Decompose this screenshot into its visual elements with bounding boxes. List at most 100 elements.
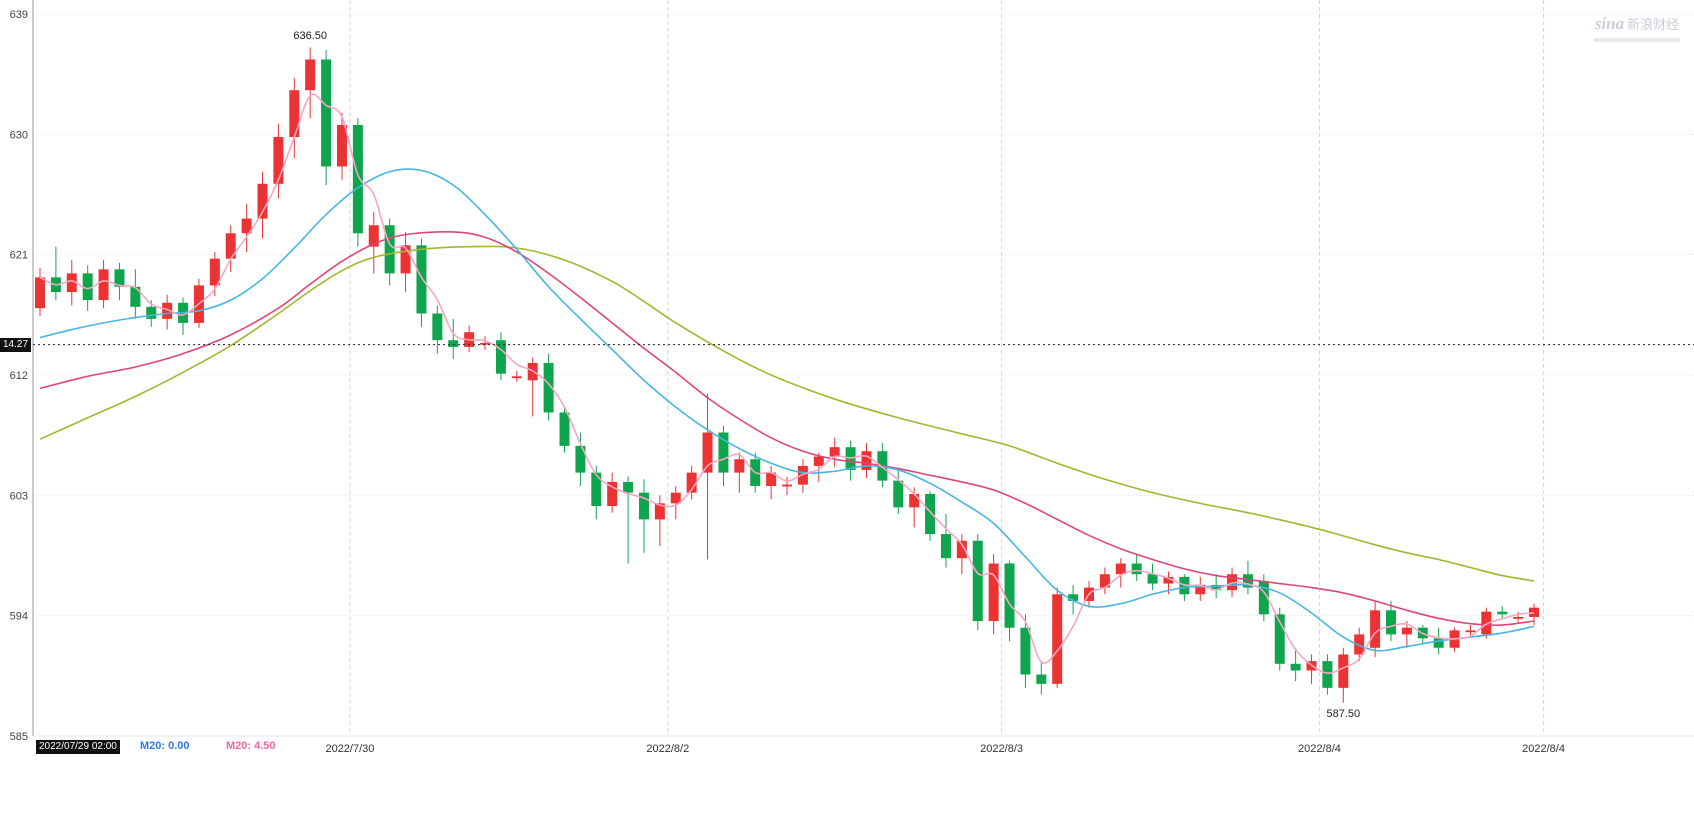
candle-body — [813, 456, 824, 466]
candle-body — [273, 137, 284, 184]
y-axis-label: 603 — [10, 490, 28, 502]
candle — [305, 47, 316, 119]
candle-body — [448, 340, 459, 347]
candle-body — [829, 447, 840, 457]
candle-body — [940, 534, 951, 559]
candle-body — [782, 484, 793, 487]
candle — [1242, 560, 1253, 595]
candle — [511, 370, 522, 382]
candle-body — [1338, 654, 1349, 688]
watermark-name: 新浪财经 — [1627, 17, 1680, 32]
candle — [972, 534, 983, 631]
candle-body — [1227, 574, 1238, 591]
low-price-label: 587.50 — [1326, 707, 1361, 720]
candle — [1370, 600, 1381, 658]
candle — [829, 437, 840, 468]
candle — [956, 534, 967, 575]
candle — [1290, 647, 1301, 682]
candle — [1322, 654, 1333, 695]
session-start-timestamp: 2022/07/29 02:00 — [36, 740, 120, 754]
candle-body — [289, 90, 300, 138]
candle-body — [336, 124, 347, 167]
candle-body — [861, 451, 872, 470]
candle — [1401, 621, 1412, 648]
candle-body — [686, 472, 697, 493]
candle — [766, 465, 777, 500]
y-axis-label: 585 — [10, 731, 28, 743]
candle-body — [1274, 614, 1285, 664]
y-axis-label: 594 — [10, 611, 28, 623]
candle — [114, 262, 125, 301]
candle — [1052, 587, 1063, 688]
candle — [416, 238, 427, 327]
candle — [1465, 625, 1476, 638]
candle — [336, 112, 347, 180]
candle — [782, 476, 793, 496]
candle — [1227, 567, 1238, 597]
candle-body — [209, 258, 220, 286]
candle-body — [35, 277, 45, 309]
candle — [1131, 554, 1142, 581]
ma-rose — [39, 231, 1535, 626]
candle-body — [1465, 630, 1476, 633]
candle — [1306, 654, 1317, 684]
candle-body — [1004, 563, 1015, 628]
candle-body — [1036, 674, 1047, 684]
candle — [1099, 567, 1110, 595]
candle-body — [1513, 617, 1524, 619]
candle-body — [368, 225, 379, 247]
candle-body — [1385, 610, 1396, 635]
candle — [289, 78, 300, 159]
x-axis-label: 2022/8/4 — [1298, 743, 1341, 755]
candle-body — [1481, 611, 1492, 635]
candle — [257, 171, 268, 239]
ref-price-tag: 14.27 — [0, 337, 32, 352]
candle-body — [1052, 594, 1063, 684]
candle — [495, 332, 506, 381]
candle — [1004, 560, 1015, 642]
candle-body — [734, 459, 745, 473]
candle — [1385, 600, 1396, 642]
candle-body — [1242, 574, 1253, 588]
candle-body — [607, 481, 618, 507]
y-axis-label: 630 — [10, 129, 28, 141]
candle-body — [1529, 607, 1540, 618]
candle-body — [352, 124, 363, 234]
candle-body — [400, 245, 411, 274]
candle-body — [1147, 574, 1158, 584]
candle-body — [1354, 634, 1365, 655]
candle-body — [1115, 563, 1126, 575]
candle — [50, 246, 61, 301]
sina-logo: sina — [1594, 14, 1625, 33]
candle-body — [495, 340, 506, 374]
candle — [225, 225, 236, 273]
candle-body — [1020, 627, 1031, 675]
y-axis-label: 621 — [10, 250, 28, 262]
candle — [368, 211, 379, 274]
candle-body — [257, 183, 268, 219]
candle — [1497, 606, 1508, 620]
candle — [940, 514, 951, 568]
candle — [623, 476, 634, 564]
candle-body — [225, 233, 236, 259]
candle-body — [591, 472, 602, 507]
candle — [321, 50, 332, 186]
candle — [543, 353, 554, 421]
candle-body — [66, 273, 77, 293]
candle-body — [670, 492, 681, 504]
candle — [654, 495, 665, 547]
ma-olive — [39, 245, 1535, 582]
high-price-label: 636.50 — [293, 30, 328, 43]
candle — [1036, 661, 1047, 695]
candle — [480, 336, 491, 350]
candle-body — [1258, 580, 1269, 615]
candle-body — [114, 269, 125, 287]
candle-body — [1211, 584, 1222, 591]
candle — [273, 123, 284, 199]
candle-body — [1497, 611, 1508, 615]
candle-body — [1131, 563, 1142, 575]
candle — [559, 405, 570, 453]
candle-body — [416, 245, 427, 314]
